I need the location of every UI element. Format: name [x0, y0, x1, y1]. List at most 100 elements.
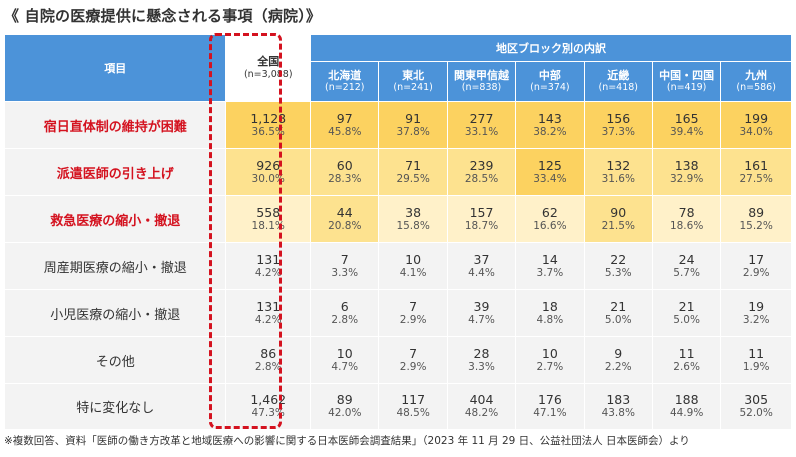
cell-count: 239	[469, 157, 494, 173]
cell-percent: 18.6%	[669, 219, 704, 232]
item-header: 項目	[3, 34, 227, 102]
cell-count: 558	[256, 204, 281, 220]
region-cell: 28 3.3%	[446, 336, 517, 384]
cell-count: 60	[336, 157, 353, 173]
region-cell: 239 28.5%	[446, 148, 517, 196]
region-name: 九州	[745, 69, 768, 83]
cell-count: 37	[473, 251, 490, 267]
total-cell: 131 4.2%	[225, 289, 312, 337]
cell-percent: 5.3%	[604, 266, 632, 279]
cell-percent: 30.0%	[251, 172, 285, 185]
region-n: (n=419)	[666, 82, 707, 94]
header-row-top: 項目 全国 (n=3,088) 地区ブロック別の内訳	[3, 34, 792, 102]
cell-percent: 39.4%	[669, 125, 704, 138]
region-cell: 17 2.9%	[720, 242, 792, 290]
cell-count: 24	[678, 251, 695, 267]
cell-percent: 47.3%	[251, 407, 285, 420]
region-name: 中国・四国	[659, 69, 715, 83]
cell-count: 1,128	[250, 110, 287, 126]
cell-count: 7	[340, 251, 349, 267]
cell-percent: 27.5%	[739, 172, 773, 185]
cell-count: 926	[256, 157, 281, 173]
cell-percent: 16.6%	[533, 219, 567, 232]
region-header-cell: 九州 (n=586)	[720, 61, 792, 102]
cell-percent: 21.5%	[601, 219, 635, 232]
total-cell: 131 4.2%	[225, 242, 312, 290]
cell-percent: 29.5%	[396, 172, 430, 185]
region-cell: 165 39.4%	[651, 101, 722, 149]
cell-count: 97	[336, 110, 353, 126]
region-cell: 305 52.0%	[720, 383, 792, 430]
cell-percent: 3.3%	[468, 360, 495, 373]
cell-count: 143	[537, 110, 562, 126]
cell-count: 176	[537, 392, 562, 408]
table-body: 宿日直体制の維持が困難 1,128 36.5% 97 45.8% 91 37.8% 277 33…	[3, 101, 792, 430]
cell-count: 44	[336, 204, 353, 220]
cell-count: 10	[336, 345, 353, 361]
region-cell: 183 43.8%	[583, 383, 653, 430]
cell-percent: 3.2%	[742, 313, 770, 326]
region-cell: 21 5.0%	[651, 289, 722, 337]
region-cell: 91 37.8%	[378, 101, 448, 149]
cell-percent: 18.1%	[251, 219, 285, 232]
cell-count: 305	[744, 392, 769, 408]
cell-count: 117	[401, 392, 426, 408]
cell-percent: 37.8%	[396, 125, 430, 138]
cell-count: 7	[409, 298, 418, 314]
cell-percent: 44.9%	[669, 407, 704, 420]
total-cell: 1,462 47.3%	[225, 383, 312, 430]
region-header: 地区ブロック別の内訳	[310, 34, 792, 62]
row-label: 宿日直体制の維持が困難	[3, 101, 227, 149]
region-cell: 156 37.3%	[583, 101, 653, 149]
cell-count: 1,462	[250, 392, 287, 408]
cell-percent: 15.2%	[739, 219, 773, 232]
region-cell: 97 45.8%	[310, 101, 380, 149]
table-row: 特に変化なし 1,462 47.3% 89 42.0% 117 48.5% 404 48.2% 1…	[3, 383, 792, 430]
region-cell: 7 2.9%	[378, 289, 448, 337]
region-name: 関東甲信越	[454, 69, 509, 83]
region-cell: 71 29.5%	[378, 148, 448, 196]
region-cell: 157 18.7%	[446, 195, 517, 243]
region-header-cell: 北海道 (n=212)	[310, 61, 380, 102]
cell-count: 199	[744, 110, 769, 126]
cell-count: 404	[469, 392, 494, 408]
region-n: (n=374)	[530, 82, 570, 94]
region-cell: 11 2.6%	[651, 336, 722, 384]
cell-count: 183	[606, 392, 631, 408]
region-name: 近畿	[607, 69, 630, 83]
region-cell: 24 5.7%	[651, 242, 722, 290]
cell-count: 188	[674, 392, 699, 408]
cell-percent: 4.8%	[536, 313, 564, 326]
cell-percent: 4.4%	[468, 266, 495, 279]
cell-count: 62	[541, 204, 558, 220]
cell-percent: 33.1%	[464, 125, 499, 138]
cell-percent: 5.0%	[604, 313, 632, 326]
region-header-cell: 東北 (n=241)	[378, 61, 448, 102]
cell-count: 39	[473, 298, 490, 314]
cell-count: 89	[748, 204, 765, 220]
total-cell: 926 30.0%	[225, 148, 312, 196]
cell-percent: 15.8%	[396, 219, 430, 232]
cell-percent: 2.9%	[399, 313, 427, 326]
region-cell: 39 4.7%	[446, 289, 517, 337]
cell-percent: 5.0%	[673, 313, 700, 326]
region-cell: 161 27.5%	[720, 148, 792, 196]
cell-count: 10	[541, 345, 558, 361]
region-cell: 277 33.1%	[446, 101, 517, 149]
total-cell: 86 2.8%	[225, 336, 312, 384]
table-row: 周産期医療の縮小・撤退 131 4.2% 7 3.3% 10 4.1% 37 4.4% 14 3.7…	[3, 242, 792, 290]
cell-percent: 2.9%	[742, 266, 770, 279]
cell-percent: 48.2%	[464, 407, 499, 420]
cell-percent: 28.5%	[464, 172, 499, 185]
cell-count: 21	[610, 298, 627, 314]
region-cell: 10 4.7%	[310, 336, 380, 384]
region-cell: 188 44.9%	[651, 383, 722, 430]
cell-percent: 34.0%	[739, 125, 773, 138]
cell-percent: 4.2%	[254, 266, 282, 279]
cell-count: 91	[405, 110, 422, 126]
region-header-cell: 中部 (n=374)	[515, 61, 585, 102]
cell-percent: 43.8%	[601, 407, 635, 420]
page-title: 《 自院の医療提供に懸念される事項（病院）》	[4, 7, 322, 25]
region-cell: 132 31.6%	[583, 148, 653, 196]
region-cell: 6 2.8%	[310, 289, 380, 337]
